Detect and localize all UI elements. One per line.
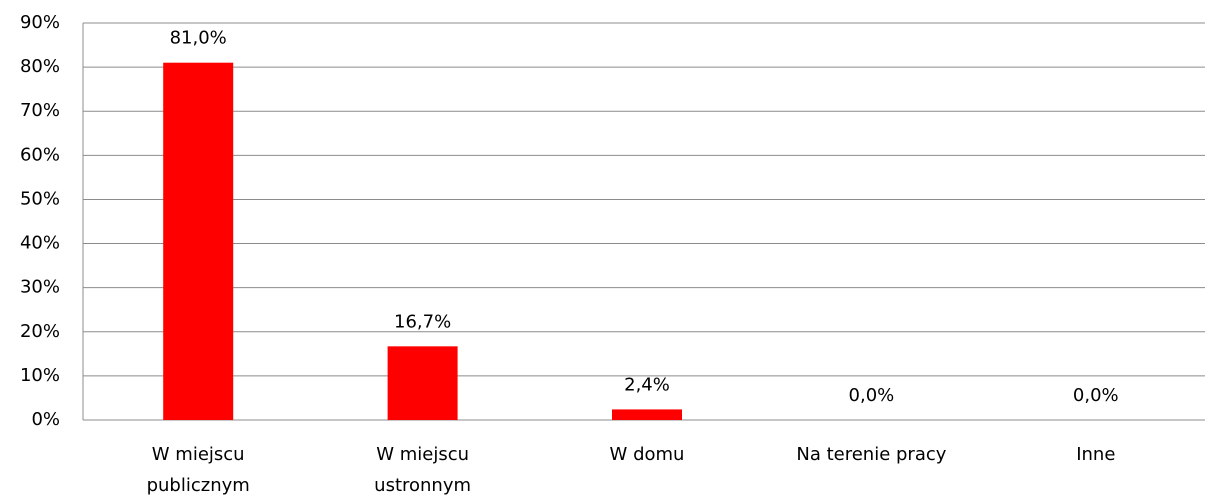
data-label: 81,0% <box>170 28 227 49</box>
y-tick-label: 0% <box>31 409 60 430</box>
y-tick-label: 60% <box>20 144 60 165</box>
y-tick-label: 40% <box>20 233 60 254</box>
y-tick-label: 70% <box>20 100 60 121</box>
data-label: 16,7% <box>394 311 451 332</box>
data-label: 0,0% <box>1073 385 1119 406</box>
y-tick-label: 10% <box>20 365 60 386</box>
x-tick-label: Inne <box>1076 444 1115 465</box>
y-tick-label: 90% <box>20 12 60 33</box>
bar <box>387 346 458 420</box>
x-tick-label: W miejscu ustronnym <box>374 444 471 496</box>
y-tick-label: 80% <box>20 56 60 77</box>
x-tick-label: W miejscu publicznym <box>147 444 250 496</box>
data-label: 0,0% <box>849 385 895 406</box>
y-tick-label: 30% <box>20 277 60 298</box>
data-label: 2,4% <box>624 374 670 395</box>
bar <box>612 409 682 420</box>
x-tick-label: W domu <box>610 444 685 465</box>
bar <box>163 62 234 420</box>
x-tick-label: Na terenie pracy <box>796 444 946 465</box>
y-tick-label: 50% <box>20 188 60 209</box>
y-tick-label: 20% <box>20 321 60 342</box>
